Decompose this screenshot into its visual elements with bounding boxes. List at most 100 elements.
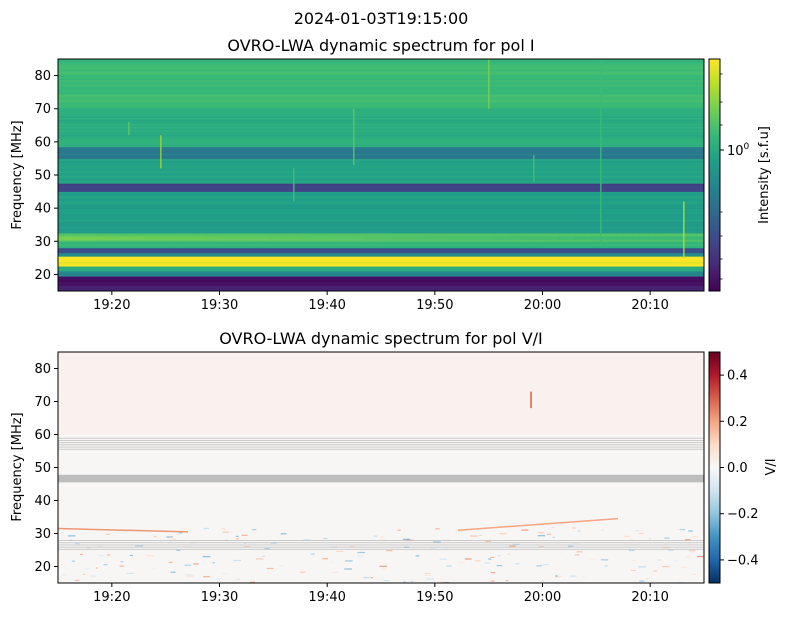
pol-vi-noise [536,565,542,567]
pol-i-feature [526,236,543,241]
pol-i-colorbar-minor-ticks [720,73,723,280]
pol-vi-noise [115,559,120,561]
pol-vi-noise [679,536,685,539]
pol-i-band [58,122,704,125]
pol-vi-flagged-line [58,448,704,450]
pol-vi-noise [609,573,614,576]
pol-vi-noise [455,530,463,532]
pol-vi-colorbar-tick-label: 0.0 [727,461,748,476]
pol-i-band [58,116,704,119]
pol-vi-noise [512,543,520,546]
pol-i-burst [128,121,130,136]
pol-vi-noise [688,550,696,552]
pol-i-band [58,99,704,102]
pol-vi-noise [499,533,507,535]
pol-i-band [58,216,704,219]
pol-i-band [58,95,704,98]
pol-vi-noise [105,533,111,536]
pol-vi-noise [505,579,509,582]
pol-i-xtick-label: 19:50 [416,298,453,313]
pol-vi-noise [233,559,241,562]
pol-vi-noise [322,558,329,560]
pol-i-feature [300,236,317,241]
pol-vi-flagged-band [58,474,704,483]
pol-vi-noise [445,565,452,567]
pol-vi-xtick-label: 20:00 [524,590,561,605]
pol-i-feature [494,236,511,241]
pol-vi-noise [373,535,378,537]
pol-i-band [58,178,704,181]
pol-vi-noise [577,530,581,532]
pol-i-band [58,187,704,190]
pol-vi-heatmap [58,352,704,583]
pol-vi-noise [410,580,414,582]
pol-i-band [58,133,704,136]
pol-i-band [58,222,704,225]
pol-i-band [58,228,704,231]
pol-vi-noise [572,542,580,544]
pol-i-band [58,159,704,162]
pol-vi-noise [222,531,230,533]
pol-i-band [58,145,704,148]
pol-vi-noise [555,575,558,577]
pol-vi-noise [170,571,176,573]
pol-i-feature [187,236,204,241]
pol-i-band [58,225,704,228]
pol-vi-noise [243,542,246,544]
pol-i-colorbar-gradient [709,59,720,291]
pol-i-band [58,242,704,245]
pol-i-burst [683,201,685,258]
pol-i-band [58,193,704,195]
pol-i-band [58,204,704,207]
pol-i-ytick-label: 30 [34,235,51,250]
pol-vi-noise [331,561,334,563]
pol-i-band [58,156,704,159]
pol-i-band [58,244,704,247]
pol-vi-xtick-label: 19:20 [93,590,130,605]
pol-i-band [58,174,704,177]
pol-i-band [58,257,704,260]
pol-vi-noise [380,539,386,541]
pol-vi-noise [203,576,210,578]
pol-i-feature [429,236,447,241]
pol-vi-xtick-label: 20:10 [631,590,668,605]
pol-i-feature [542,236,560,241]
pol-vi-noise [542,563,549,566]
pol-vi-ylabel: Frequency [MHz] [10,412,25,521]
pol-i-band [58,203,704,206]
pol-i-band [58,143,704,146]
pol-i-ytick-label: 80 [34,69,51,84]
pol-vi-noise [691,573,697,576]
pol-vi-noise [303,539,310,541]
pol-vi-noise [546,533,552,535]
pol-vi-noise [379,565,387,567]
pol-i-burst [353,108,355,166]
pol-vi-noise [380,536,383,538]
pol-vi-noise [442,547,448,549]
pol-vi-noise [68,535,76,537]
pol-i-band [58,120,704,123]
pol-i-band [58,287,704,290]
pol-i-feature [397,236,414,241]
pol-i-band [58,69,704,72]
pol-i-band [58,259,704,261]
pol-vi-flagged-line [58,542,704,544]
pol-i-band [58,198,704,201]
pol-i-band [58,78,704,81]
pol-vi-noise [310,553,315,555]
pol-i-band [58,281,704,284]
pol-i-band [58,114,704,117]
pol-vi-noise [383,579,390,582]
pol-vi-noise [506,553,511,555]
pol-i-band [58,209,704,212]
pol-i-band [58,146,704,149]
pol-vi-noise [569,575,576,577]
pol-i-feature [671,236,689,241]
pol-i-colorbar-label: Intensity [s.f.u] [757,126,772,224]
pol-i-band [58,177,704,180]
pol-i-feature [558,236,576,241]
pol-vi-noise [426,578,435,580]
pol-i-band [58,119,704,122]
pol-i-band [58,161,704,164]
pol-i-band [58,251,704,254]
